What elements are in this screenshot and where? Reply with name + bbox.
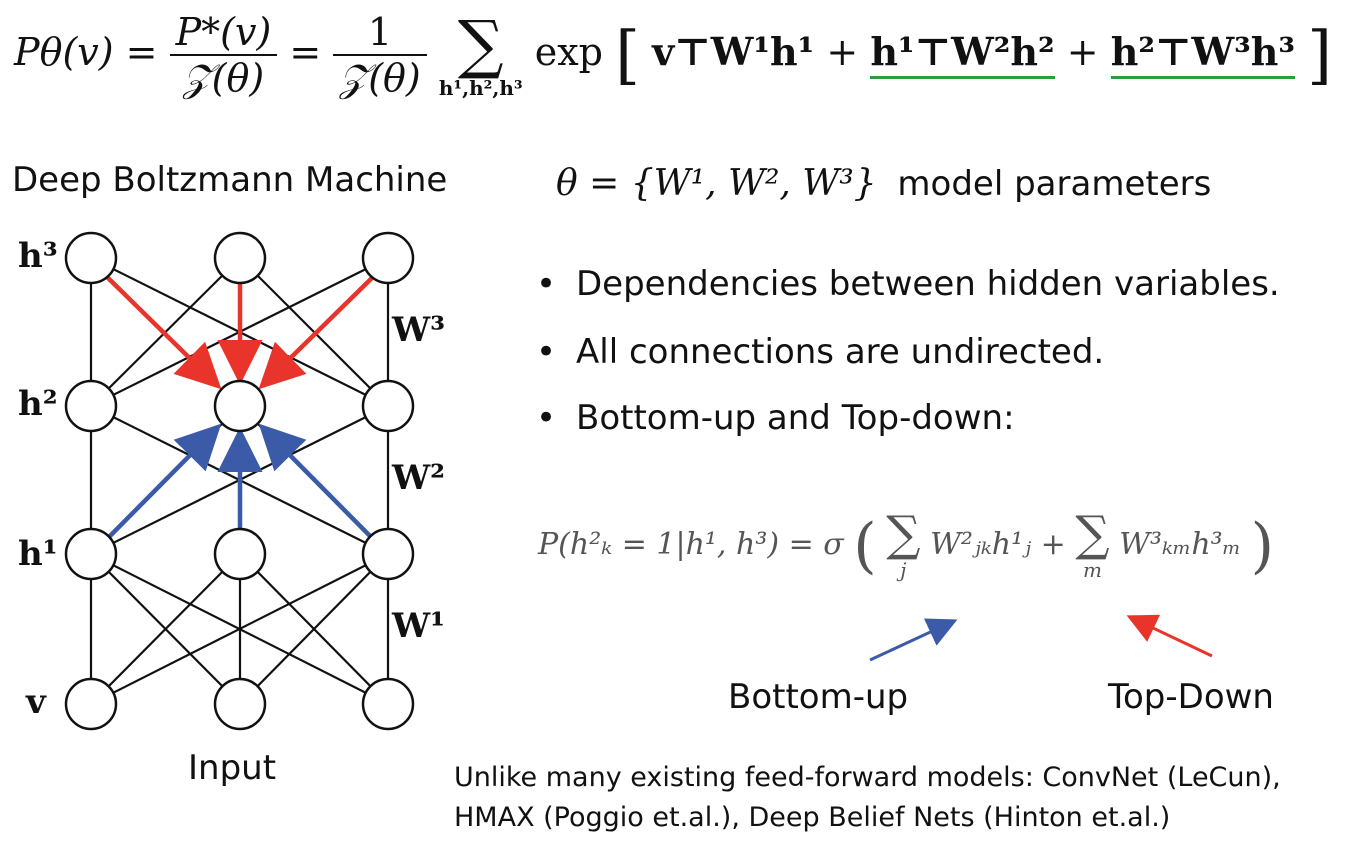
- sum-symbol: ∑: [886, 506, 921, 562]
- dbm-network-diagram: [64, 231, 415, 731]
- top-down-pointer-arrow: [1126, 614, 1213, 658]
- node-h3-2: [213, 231, 267, 285]
- fraction-numerator: P*(v): [175, 10, 272, 54]
- layer-label-h1: h¹: [18, 534, 58, 574]
- layer-label-v: v: [26, 682, 46, 722]
- node-h1-3: [361, 527, 415, 581]
- dbm-probability-equation: Pθ(v) = P*(v) 𝒵(θ) = 1 𝒵(θ) ∑ h¹,h²,h³ e…: [14, 7, 1333, 101]
- params-formula: θ = {W¹, W², W³}: [556, 163, 877, 204]
- sum-index: j: [900, 558, 907, 582]
- node-h1-2: [213, 527, 267, 581]
- node-h2-1: [64, 379, 118, 433]
- node-v-2: [213, 677, 267, 731]
- diagram-title: Deep Boltzmann Machine: [12, 160, 448, 200]
- node-h2-3: [361, 379, 415, 433]
- input-label: Input: [188, 748, 277, 788]
- left-bracket: [: [615, 18, 641, 93]
- energy-term-1: v⊤W¹h¹: [652, 29, 815, 74]
- model-parameters: θ = {W¹, W², W³} model parameters: [556, 163, 1211, 204]
- top-down-term: W³ₖₘh³ₘ: [1119, 527, 1242, 562]
- bullet-text: Dependencies between hidden variables.: [576, 264, 1280, 304]
- layer-label-h3: h³: [18, 236, 58, 276]
- bullet-item: • Dependencies between hidden variables.: [536, 264, 1280, 304]
- sum-symbol: ∑: [457, 7, 504, 82]
- params-label: model parameters: [897, 164, 1212, 204]
- top-down-label: Top-Down: [1108, 677, 1274, 717]
- fraction-normalizer: 1 𝒵(θ): [333, 10, 427, 101]
- conditional-lhs: P(h²ₖ = 1|h¹, h³) = σ: [538, 527, 844, 562]
- layer-label-h2: h²: [18, 384, 58, 424]
- network-nodes: [64, 231, 415, 731]
- node-h3-1: [64, 231, 118, 285]
- footer-line-2: HMAX (Poggio et.al.), Deep Belief Nets (…: [454, 802, 1171, 833]
- top-down-arrows: [103, 273, 377, 390]
- bullet-text: Bottom-up and Top-down:: [576, 398, 1015, 438]
- sum-limits: h¹,h²,h³: [438, 75, 523, 100]
- node-v-1: [64, 677, 118, 731]
- footer-line-1: Unlike many existing feed-forward models…: [454, 762, 1281, 793]
- term-pointer-arrows: [869, 614, 1213, 662]
- bullet-item: • Bottom-up and Top-down:: [536, 398, 1015, 438]
- sum-over-hidden: ∑ h¹,h²,h³: [439, 13, 523, 99]
- bullet-text: All connections are undirected.: [576, 332, 1105, 372]
- sum-index: m: [1082, 558, 1102, 582]
- energy-term-3: h²⊤W³h³: [1110, 29, 1296, 79]
- equation-lhs: Pθ(v): [14, 30, 114, 74]
- fraction-numerator: 1: [367, 10, 393, 54]
- weight-label-w3: W³: [392, 310, 446, 350]
- bottom-up-term: W²ⱼₖh¹ⱼ: [930, 527, 1032, 562]
- bottom-up-label: Bottom-up: [728, 677, 909, 717]
- node-h2-2: [213, 379, 267, 433]
- node-h1-1: [64, 527, 118, 581]
- fraction-denominator: 𝒵(θ): [333, 54, 427, 101]
- right-bracket: ]: [1307, 18, 1333, 93]
- plus-sign: +: [1040, 527, 1066, 562]
- conditional-equation: P(h²ₖ = 1|h¹, h³) = σ ( ∑ j W²ⱼₖh¹ⱼ + ∑ …: [538, 506, 1275, 582]
- fraction-denominator: 𝒵(θ): [169, 54, 278, 101]
- sum-symbol: ∑: [1075, 506, 1110, 562]
- energy-term-2: h¹⊤W²h²: [870, 29, 1055, 79]
- exp-function: exp: [534, 30, 604, 74]
- bottom-up-pointer-arrow: [869, 618, 958, 662]
- node-v-3: [361, 677, 415, 731]
- fraction-unnormalized: P*(v) 𝒵(θ): [169, 10, 278, 101]
- bottom-up-arrows: [106, 423, 374, 540]
- weight-label-w2: W²: [392, 458, 446, 498]
- weight-label-w1: W¹: [392, 606, 446, 646]
- bullet-item: • All connections are undirected.: [536, 332, 1105, 372]
- node-h3-3: [361, 231, 415, 285]
